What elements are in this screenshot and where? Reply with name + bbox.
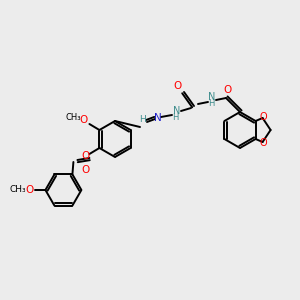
Text: N: N bbox=[173, 106, 181, 116]
Text: CH₃: CH₃ bbox=[66, 112, 81, 122]
Text: O: O bbox=[260, 138, 267, 148]
Text: H: H bbox=[208, 98, 214, 107]
Text: O: O bbox=[260, 112, 267, 122]
Text: CH₃: CH₃ bbox=[9, 185, 26, 194]
Text: O: O bbox=[174, 81, 182, 91]
Text: O: O bbox=[81, 151, 89, 161]
Text: O: O bbox=[79, 115, 88, 125]
Text: O: O bbox=[224, 85, 232, 95]
Text: O: O bbox=[25, 185, 34, 195]
Text: H: H bbox=[172, 112, 178, 122]
Text: N: N bbox=[154, 113, 162, 123]
Text: N: N bbox=[208, 92, 216, 102]
Text: O: O bbox=[81, 165, 89, 175]
Text: H: H bbox=[139, 115, 145, 124]
